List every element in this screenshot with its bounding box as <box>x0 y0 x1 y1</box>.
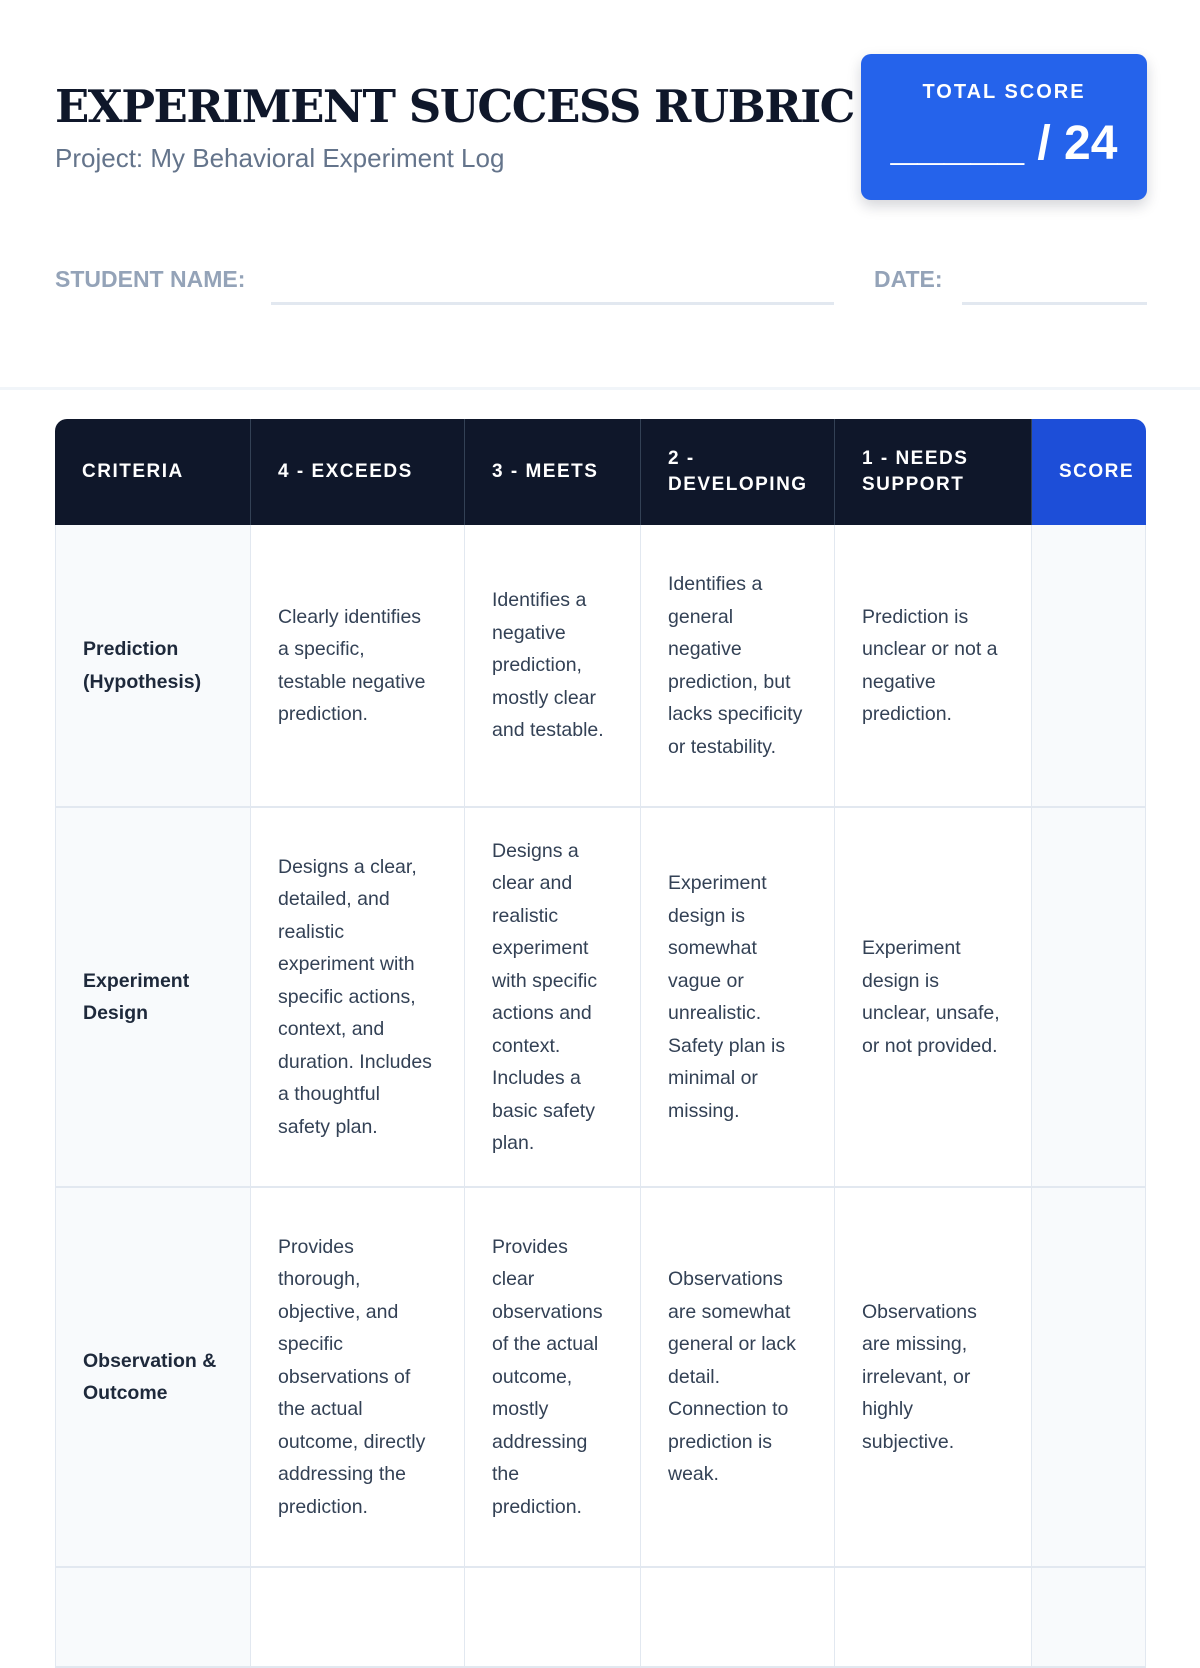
criteria-cell <box>55 1568 251 1668</box>
student-name-label: STUDENT NAME: <box>55 266 246 292</box>
exceeds-cell: Designs a clear, detailed, and realistic… <box>251 808 465 1188</box>
page-title: EXPERIMENT SUCCESS RUBRIC <box>55 80 855 133</box>
table-header-row: CRITERIA 4 - EXCEEDS 3 - MEETS 2 - DEVEL… <box>55 419 1146 525</box>
col-criteria: CRITERIA <box>55 419 251 525</box>
rubric-table: CRITERIA 4 - EXCEEDS 3 - MEETS 2 - DEVEL… <box>55 419 1146 1668</box>
needs-support-cell: Experiment design is unclear, unsafe, or… <box>835 808 1032 1188</box>
exceeds-cell: Provides thorough, objective, and specif… <box>251 1188 465 1568</box>
meets-cell: Designs a clear and realistic experiment… <box>465 808 641 1188</box>
total-score-label: TOTAL SCORE <box>922 81 1086 103</box>
criteria-cell: Observation & Outcome <box>55 1188 251 1568</box>
project-subtitle: Project: My Behavioral Experiment Log <box>55 143 505 173</box>
score-cell[interactable] <box>1032 1188 1146 1568</box>
criteria-cell: Prediction (Hypothesis) <box>55 525 251 808</box>
section-divider <box>0 387 1200 390</box>
meets-cell: Identifies a negative prediction, mostly… <box>465 525 641 808</box>
table-row: Observation & Outcome Provides thorough,… <box>55 1188 1146 1568</box>
student-name-field[interactable] <box>271 302 834 305</box>
score-cell[interactable] <box>1032 525 1146 808</box>
score-cell[interactable] <box>1032 1568 1146 1668</box>
col-developing: 2 - DEVELOPING <box>641 419 835 525</box>
date-field[interactable] <box>962 302 1147 305</box>
table-row <box>55 1568 1146 1668</box>
exceeds-cell: Clearly identifies a specific, testable … <box>251 525 465 808</box>
needs-support-cell: Prediction is unclear or not a negative … <box>835 525 1032 808</box>
needs-support-cell <box>835 1568 1032 1668</box>
total-score-value: _____ / 24 <box>890 117 1118 170</box>
meets-cell <box>465 1568 641 1668</box>
col-exceeds: 4 - EXCEEDS <box>251 419 465 525</box>
exceeds-cell <box>251 1568 465 1668</box>
total-score-card: TOTAL SCORE _____ / 24 <box>861 54 1147 200</box>
date-label: DATE: <box>874 266 943 292</box>
developing-cell: Experiment design is somewhat vague or u… <box>641 808 835 1188</box>
needs-support-cell: Observations are missing, irrelevant, or… <box>835 1188 1032 1568</box>
table-row: Experiment Design Designs a clear, detai… <box>55 808 1146 1188</box>
developing-cell: Identifies a general negative prediction… <box>641 525 835 808</box>
col-score: SCORE <box>1032 419 1146 525</box>
criteria-cell: Experiment Design <box>55 808 251 1188</box>
score-cell[interactable] <box>1032 808 1146 1188</box>
developing-cell: Observations are somewhat general or lac… <box>641 1188 835 1568</box>
col-meets: 3 - MEETS <box>465 419 641 525</box>
table-row: Prediction (Hypothesis) Clearly identifi… <box>55 525 1146 808</box>
meets-cell: Provides clear observations of the actua… <box>465 1188 641 1568</box>
developing-cell <box>641 1568 835 1668</box>
col-needs-support: 1 - NEEDS SUPPORT <box>835 419 1032 525</box>
